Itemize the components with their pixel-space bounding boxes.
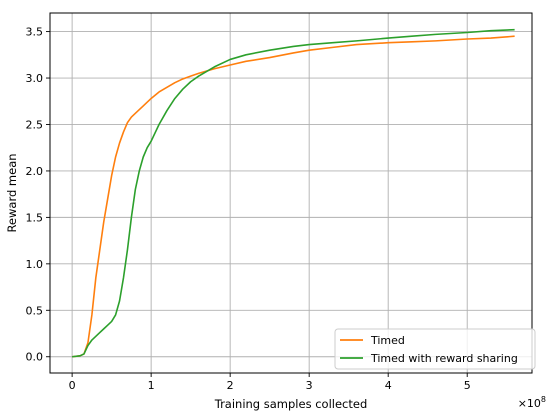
series-line-timed	[72, 35, 515, 358]
x-tick-label: 2	[227, 379, 234, 392]
y-tick-label: 3.5	[26, 26, 44, 39]
y-tick-label: 2.0	[26, 165, 44, 178]
y-tick-label: 0.0	[26, 351, 44, 364]
y-tick-label: 1.0	[26, 258, 44, 271]
x-multiplier-base: ×10	[518, 397, 541, 410]
axis-ticks: 0 1 2 3 4 5 0.0 0.5 1.0 1.5 2.0 2.5 3.0 3.5	[26, 26, 471, 392]
x-tick-label: 1	[148, 379, 155, 392]
y-axis-label: Reward mean	[5, 153, 19, 232]
x-multiplier-exponent: 8	[541, 395, 546, 404]
grid-lines	[50, 13, 532, 373]
x-tick-label: 4	[385, 379, 392, 392]
legend-box	[334, 328, 536, 370]
x-axis-label: Training samples collected	[214, 397, 368, 411]
x-axis-multiplier: ×108	[518, 395, 546, 410]
series-lines	[72, 28, 515, 358]
x-tick-label: 5	[464, 379, 471, 392]
x-tick-label: 3	[306, 379, 313, 392]
y-tick-label: 0.5	[26, 304, 44, 317]
legend-label-timed-with-reward-sharing: Timed with reward sharing	[370, 352, 518, 365]
plot-frame	[49, 12, 533, 374]
x-tick-label: 0	[69, 379, 76, 392]
y-tick-label: 2.5	[26, 118, 44, 131]
y-tick-label: 3.0	[26, 72, 44, 85]
legend-label-timed: Timed	[370, 334, 405, 347]
series-line-timed-with-reward-sharing	[72, 28, 515, 358]
y-tick-label: 1.5	[26, 211, 44, 224]
legend: Timed Timed with reward sharing	[334, 328, 536, 370]
